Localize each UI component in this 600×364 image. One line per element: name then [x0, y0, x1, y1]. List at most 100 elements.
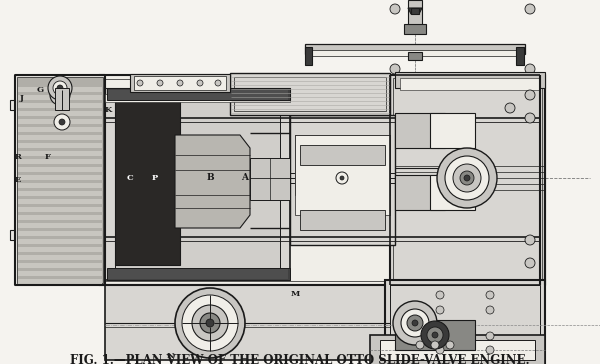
Bar: [380, 340, 535, 360]
Circle shape: [200, 313, 220, 333]
Bar: [130, 74, 230, 92]
Circle shape: [486, 332, 494, 340]
Bar: [18, 263, 102, 268]
Circle shape: [486, 346, 494, 354]
Polygon shape: [175, 135, 250, 228]
Circle shape: [432, 332, 438, 338]
Bar: [370, 335, 545, 364]
Bar: [300, 210, 385, 230]
Text: C: C: [127, 174, 133, 182]
Bar: [105, 94, 290, 102]
Circle shape: [486, 291, 494, 299]
Bar: [295, 135, 390, 195]
Circle shape: [197, 80, 203, 86]
Circle shape: [464, 175, 470, 181]
Circle shape: [412, 320, 418, 326]
Bar: [18, 143, 102, 148]
Bar: [411, 8, 419, 14]
Bar: [300, 145, 385, 165]
Circle shape: [407, 315, 423, 331]
Circle shape: [390, 64, 400, 74]
Bar: [295, 135, 390, 215]
Circle shape: [336, 172, 348, 184]
Circle shape: [48, 76, 72, 100]
Bar: [430, 113, 475, 148]
Circle shape: [54, 89, 66, 101]
Bar: [105, 90, 290, 280]
Bar: [290, 115, 395, 245]
Bar: [18, 239, 102, 244]
Circle shape: [460, 171, 474, 185]
Bar: [18, 255, 102, 260]
Circle shape: [58, 93, 62, 97]
Circle shape: [525, 90, 535, 100]
Bar: [404, 24, 426, 34]
Bar: [134, 76, 226, 90]
Bar: [234, 77, 386, 111]
Bar: [18, 271, 102, 276]
Bar: [18, 135, 102, 140]
Text: R: R: [15, 153, 22, 161]
Text: M: M: [290, 290, 299, 298]
Circle shape: [192, 305, 228, 341]
Text: J: J: [20, 94, 24, 102]
Bar: [18, 151, 102, 156]
Circle shape: [436, 332, 444, 340]
Text: E: E: [15, 176, 22, 184]
Bar: [18, 223, 102, 228]
Bar: [105, 285, 385, 360]
Bar: [18, 231, 102, 236]
Circle shape: [421, 321, 449, 349]
Bar: [18, 167, 102, 172]
Text: K: K: [104, 106, 112, 114]
Circle shape: [445, 156, 489, 200]
Circle shape: [390, 4, 400, 14]
Bar: [18, 159, 102, 164]
Circle shape: [437, 148, 497, 208]
Bar: [230, 73, 390, 115]
Bar: [10, 100, 15, 110]
Circle shape: [431, 341, 439, 349]
Bar: [107, 88, 290, 100]
Bar: [15, 75, 105, 285]
Bar: [55, 88, 69, 110]
Bar: [18, 207, 102, 212]
Bar: [18, 183, 102, 188]
Circle shape: [340, 176, 344, 180]
Circle shape: [182, 295, 238, 351]
Bar: [400, 78, 540, 90]
Circle shape: [53, 81, 67, 95]
Circle shape: [436, 346, 444, 354]
Bar: [18, 95, 102, 100]
Circle shape: [486, 306, 494, 314]
Bar: [100, 75, 540, 285]
Circle shape: [137, 80, 143, 86]
Bar: [18, 279, 102, 284]
Bar: [18, 119, 102, 124]
Bar: [18, 111, 102, 116]
Text: G: G: [37, 86, 44, 94]
Polygon shape: [250, 158, 290, 200]
Circle shape: [416, 341, 424, 349]
Bar: [18, 191, 102, 196]
Circle shape: [505, 103, 515, 113]
Bar: [18, 103, 102, 108]
Circle shape: [525, 258, 535, 268]
Bar: [408, 0, 422, 28]
Circle shape: [436, 306, 444, 314]
Circle shape: [215, 80, 221, 86]
Bar: [18, 87, 102, 92]
Circle shape: [525, 113, 535, 123]
Bar: [17, 77, 103, 283]
Circle shape: [57, 85, 63, 91]
Bar: [18, 127, 102, 132]
Bar: [395, 175, 445, 210]
Circle shape: [525, 64, 535, 74]
Circle shape: [206, 319, 214, 327]
Circle shape: [453, 164, 481, 192]
Bar: [395, 72, 545, 88]
Bar: [306, 50, 524, 56]
Text: N: N: [166, 352, 174, 360]
Bar: [115, 95, 280, 270]
Bar: [104, 79, 536, 281]
